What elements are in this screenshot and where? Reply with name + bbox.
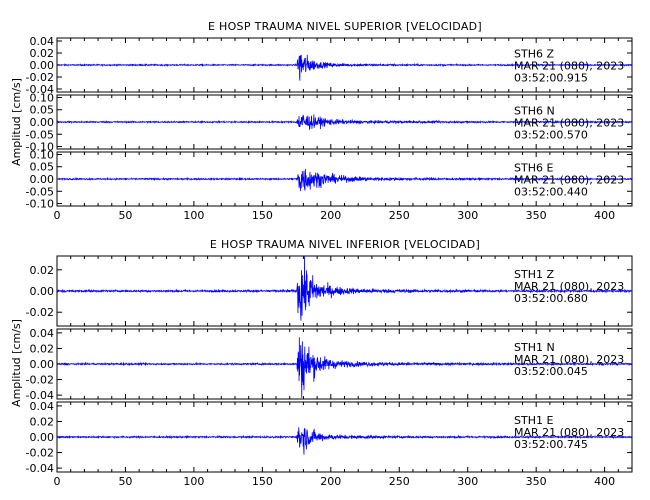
waveform-sth1-n bbox=[56, 337, 633, 398]
x-tick-label: 0 bbox=[54, 475, 61, 488]
x-tick-label: 400 bbox=[594, 209, 615, 222]
y-tick-label: 0.10 bbox=[30, 148, 55, 161]
date-label: MAR 21 (080), 2023 bbox=[514, 173, 624, 186]
y-tick-label: 0.00 bbox=[30, 116, 55, 129]
y-tick-label: 0.10 bbox=[30, 91, 55, 104]
time-label: 03:52:00.745 bbox=[514, 438, 588, 451]
x-tick-label: 400 bbox=[594, 475, 615, 488]
y-tick-label: 0.02 bbox=[30, 342, 55, 355]
x-tick-label: 200 bbox=[320, 475, 341, 488]
y-tick-label: -0.04 bbox=[26, 389, 54, 402]
time-label: 03:52:00.440 bbox=[514, 185, 588, 198]
station-label: STH1 E bbox=[514, 414, 553, 427]
waveform-sth1-z bbox=[56, 255, 633, 321]
time-label: 03:52:00.045 bbox=[514, 365, 588, 378]
date-label: MAR 21 (080), 2023 bbox=[514, 353, 624, 366]
date-label: MAR 21 (080), 2023 bbox=[514, 59, 624, 72]
y-tick-label: 0.04 bbox=[30, 327, 55, 340]
y-tick-label: 0.00 bbox=[30, 59, 55, 72]
y-tick-label: 0.00 bbox=[30, 358, 55, 371]
waveform-sth6-e bbox=[56, 168, 633, 192]
y-tick-label: -0.10 bbox=[26, 141, 54, 154]
time-label: 03:52:00.570 bbox=[514, 128, 588, 141]
time-label: 03:52:00.680 bbox=[514, 292, 588, 305]
upper-block-ylabel: Amplitud [cm/s] bbox=[10, 78, 23, 166]
x-tick-label: 300 bbox=[457, 209, 478, 222]
date-label: MAR 21 (080), 2023 bbox=[514, 426, 624, 439]
lower-block-title: E HOSP TRAUMA NIVEL INFERIOR [VELOCIDAD] bbox=[210, 238, 480, 251]
time-label: 03:52:00.915 bbox=[514, 71, 588, 84]
y-tick-label: 0.00 bbox=[30, 173, 55, 186]
y-tick-label: -0.02 bbox=[26, 374, 54, 387]
y-tick-label: -0.04 bbox=[26, 83, 54, 96]
y-tick-label: 0.05 bbox=[30, 161, 55, 174]
station-label: STH6 E bbox=[514, 161, 553, 174]
x-tick-label: 350 bbox=[526, 209, 547, 222]
y-tick-label: 0.00 bbox=[30, 285, 55, 298]
y-tick-label: -0.02 bbox=[26, 306, 54, 319]
x-tick-label: 200 bbox=[320, 209, 341, 222]
x-tick-label: 350 bbox=[526, 475, 547, 488]
y-tick-label: 0.02 bbox=[30, 47, 55, 60]
x-tick-label: 250 bbox=[389, 209, 410, 222]
x-tick-label: 50 bbox=[118, 475, 132, 488]
y-tick-label: 0.05 bbox=[30, 104, 55, 117]
x-tick-label: 150 bbox=[252, 475, 273, 488]
y-tick-label: -0.02 bbox=[26, 71, 54, 84]
waveform-sth6-z bbox=[56, 54, 633, 81]
date-label: MAR 21 (080), 2023 bbox=[514, 116, 624, 129]
x-tick-label: 100 bbox=[183, 209, 204, 222]
y-tick-label: -0.05 bbox=[26, 185, 54, 198]
x-tick-label: 250 bbox=[389, 475, 410, 488]
station-label: STH1 N bbox=[514, 341, 555, 354]
y-tick-label: -0.05 bbox=[26, 128, 54, 141]
x-tick-label: 100 bbox=[183, 475, 204, 488]
y-tick-label: 0.04 bbox=[30, 400, 55, 413]
lower-block-ylabel: Amplitud [cm/s] bbox=[10, 319, 23, 407]
y-tick-label: 0.02 bbox=[30, 415, 55, 428]
x-tick-label: 0 bbox=[54, 209, 61, 222]
y-tick-label: -0.04 bbox=[26, 462, 54, 475]
waveform-sth6-n bbox=[56, 114, 633, 130]
x-tick-label: 150 bbox=[252, 209, 273, 222]
x-tick-label: 300 bbox=[457, 475, 478, 488]
y-tick-label: 0.00 bbox=[30, 431, 55, 444]
date-label: MAR 21 (080), 2023 bbox=[514, 280, 624, 293]
y-tick-label: 0.02 bbox=[30, 264, 55, 277]
x-tick-label: 50 bbox=[118, 209, 132, 222]
upper-block-title: E HOSP TRAUMA NIVEL SUPERIOR [VELOCIDAD] bbox=[208, 20, 482, 33]
y-tick-label: 0.04 bbox=[30, 35, 55, 48]
waveform-sth1-e bbox=[56, 427, 633, 455]
y-tick-label: -0.02 bbox=[26, 447, 54, 460]
station-label: STH6 N bbox=[514, 104, 555, 117]
station-label: STH6 Z bbox=[514, 47, 554, 60]
y-tick-label: -0.10 bbox=[26, 198, 54, 211]
station-label: STH1 Z bbox=[514, 268, 554, 281]
